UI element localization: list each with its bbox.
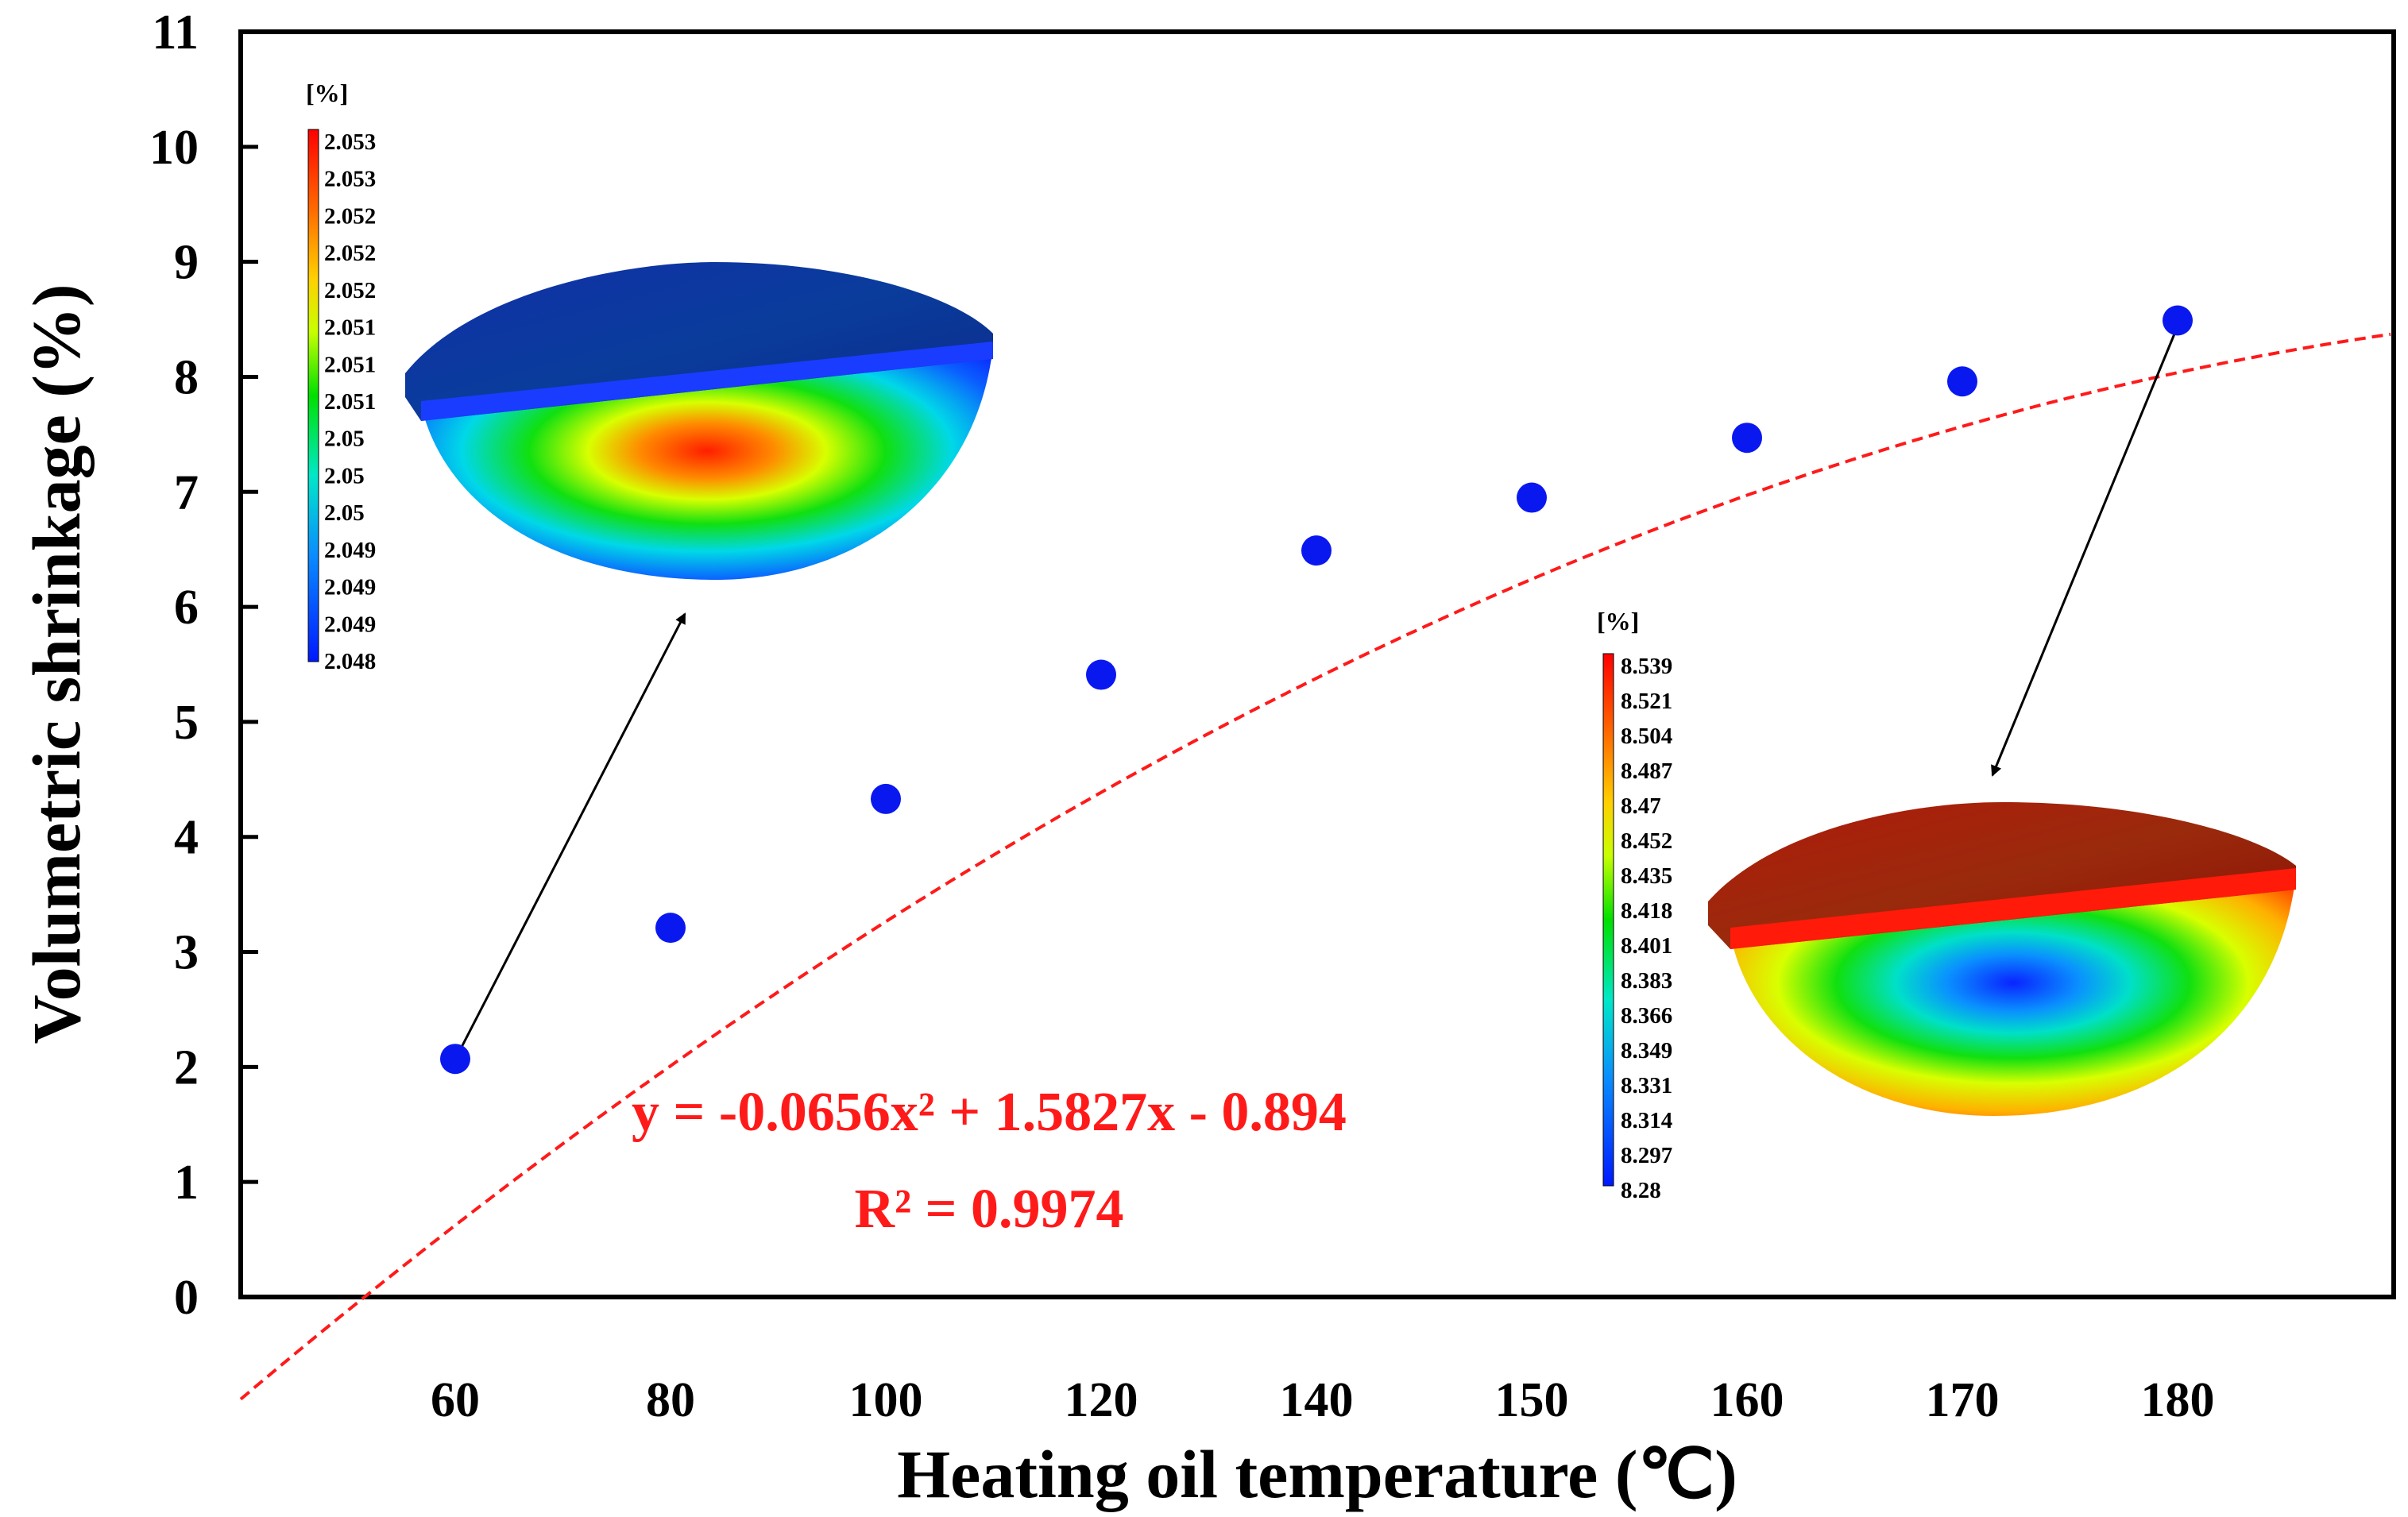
data-point	[655, 913, 686, 944]
y-tick-label: 10	[149, 121, 199, 175]
data-point	[1517, 482, 1547, 513]
colorbar-tick-label: 2.049	[324, 575, 376, 600]
inset-60: [%] 2.0532.0532.0522.0522.0522.0512.0512…	[306, 79, 993, 1057]
plot-frame	[238, 29, 2396, 1299]
colorbar-tick-label: 2.049	[324, 612, 376, 637]
pointer-arrow-180	[1991, 331, 2177, 777]
inset-180: [%] 8.5398.5218.5048.4878.478.4528.4358.…	[1597, 331, 2296, 1203]
colorbar-tick-label: 2.053	[324, 167, 376, 192]
colorbar-60	[307, 129, 319, 662]
colorbar-tick-label: 2.051	[324, 389, 376, 415]
colorbar-tick-label: 8.349	[1621, 1038, 1672, 1063]
y-axis-title: Volumetric shrinkage (%)	[18, 284, 95, 1044]
colorbar-tick-label: 2.051	[324, 315, 376, 341]
colorbar-tick-label: 2.05	[324, 427, 365, 452]
fit-curve	[239, 332, 2391, 1401]
colorbar-tick-label: 8.539	[1621, 654, 1672, 679]
bowl-edge-60	[421, 342, 993, 421]
y-tick-label: 7	[174, 465, 199, 519]
x-axis: 60 80 100 120 140 150 160 170 180	[431, 1373, 2215, 1427]
data-point	[1301, 535, 1332, 566]
colorbar-tick-label: 8.28	[1621, 1178, 1661, 1203]
colorbar-tick-label: 8.521	[1621, 689, 1672, 714]
data-point	[440, 1044, 470, 1075]
colorbar-tick-label: 2.05	[324, 463, 365, 488]
y-tick-label: 0	[174, 1271, 199, 1325]
colorbar-tick-label: 2.05	[324, 500, 365, 526]
data-point	[871, 783, 901, 814]
data-point	[1947, 366, 1977, 397]
x-tick-label: 60	[431, 1373, 480, 1427]
bowl-rim-180	[1708, 802, 2296, 949]
y-tick-label: 2	[174, 1040, 199, 1094]
fit-curve-layer	[239, 332, 2391, 1401]
colorbar-tick-label: 8.504	[1621, 724, 1672, 749]
colorbar-unit-180: [%]	[1597, 607, 1639, 635]
colorbar-tick-label: 8.297	[1621, 1143, 1672, 1168]
colorbar-tick-label: 8.366	[1621, 1003, 1672, 1029]
colorbar-tick-label: 8.435	[1621, 863, 1672, 889]
x-tick-label: 80	[646, 1373, 695, 1427]
colorbar-180	[1602, 653, 1614, 1187]
fit-equation: y = -0.0656x² + 1.5827x - 0.894	[632, 1082, 1347, 1143]
bowl-edge-180	[1730, 868, 2296, 949]
colorbar-tick-label: 8.383	[1621, 968, 1672, 994]
data-point	[1732, 423, 1762, 454]
data-point	[1086, 659, 1116, 690]
x-tick-label: 100	[849, 1373, 923, 1427]
x-tick-label: 120	[1065, 1373, 1138, 1427]
colorbar-tick-label: 2.052	[324, 203, 376, 229]
y-tick-label: 5	[174, 696, 199, 750]
colorbar-unit-60: [%]	[306, 79, 348, 107]
y-tick-label: 11	[152, 6, 199, 60]
colorbar-tick-label: 8.331	[1621, 1073, 1672, 1098]
colorbar-labels-60: 2.053 2.053 2.052 2.052 2.052 2.051 2.051 2.051…	[324, 129, 376, 674]
y-tick-label: 3	[174, 926, 199, 980]
x-tick-label: 170	[1926, 1373, 2000, 1427]
colorbar-tick-label: 2.053	[324, 129, 376, 155]
colorbar-tick-label: 8.401	[1621, 933, 1672, 959]
y-tick-label: 9	[174, 236, 199, 290]
y-tick-label: 8	[174, 350, 199, 404]
colorbar-tick-label: 8.452	[1621, 828, 1672, 854]
colorbar-tick-label: 2.052	[324, 241, 376, 266]
data-points	[440, 305, 2193, 1075]
y-tick-label: 4	[174, 811, 199, 865]
data-point	[2163, 305, 2193, 336]
colorbar-tick-label: 8.314	[1621, 1108, 1672, 1133]
x-tick-label: 160	[1710, 1373, 1784, 1427]
x-tick-label: 180	[2141, 1373, 2215, 1427]
colorbar-tick-label: 8.47	[1621, 793, 1661, 819]
bowl-rim-60	[405, 262, 993, 421]
x-axis-title: Heating oil temperature (℃)	[897, 1436, 1737, 1512]
y-axis: 0 1 2 3 4 5 6 7 8 9 10 11	[149, 6, 258, 1325]
x-tick-label: 150	[1495, 1373, 1569, 1427]
fit-r-squared: R² = 0.9974	[855, 1179, 1124, 1240]
colorbar-tick-label: 8.418	[1621, 898, 1672, 924]
colorbar-tick-label: 8.487	[1621, 758, 1672, 784]
y-tick-label: 6	[174, 581, 199, 635]
y-tick-label: 1	[174, 1156, 199, 1210]
colorbar-tick-label: 2.049	[324, 538, 376, 563]
pointer-arrow-60	[455, 612, 686, 1057]
colorbar-tick-label: 2.052	[324, 278, 376, 303]
colorbar-labels-180: 8.539 8.521 8.504 8.487 8.47 8.452 8.435 8.418 8…	[1621, 654, 1672, 1203]
x-tick-label: 140	[1280, 1373, 1354, 1427]
colorbar-tick-label: 2.048	[324, 649, 376, 674]
colorbar-tick-label: 2.051	[324, 352, 376, 377]
